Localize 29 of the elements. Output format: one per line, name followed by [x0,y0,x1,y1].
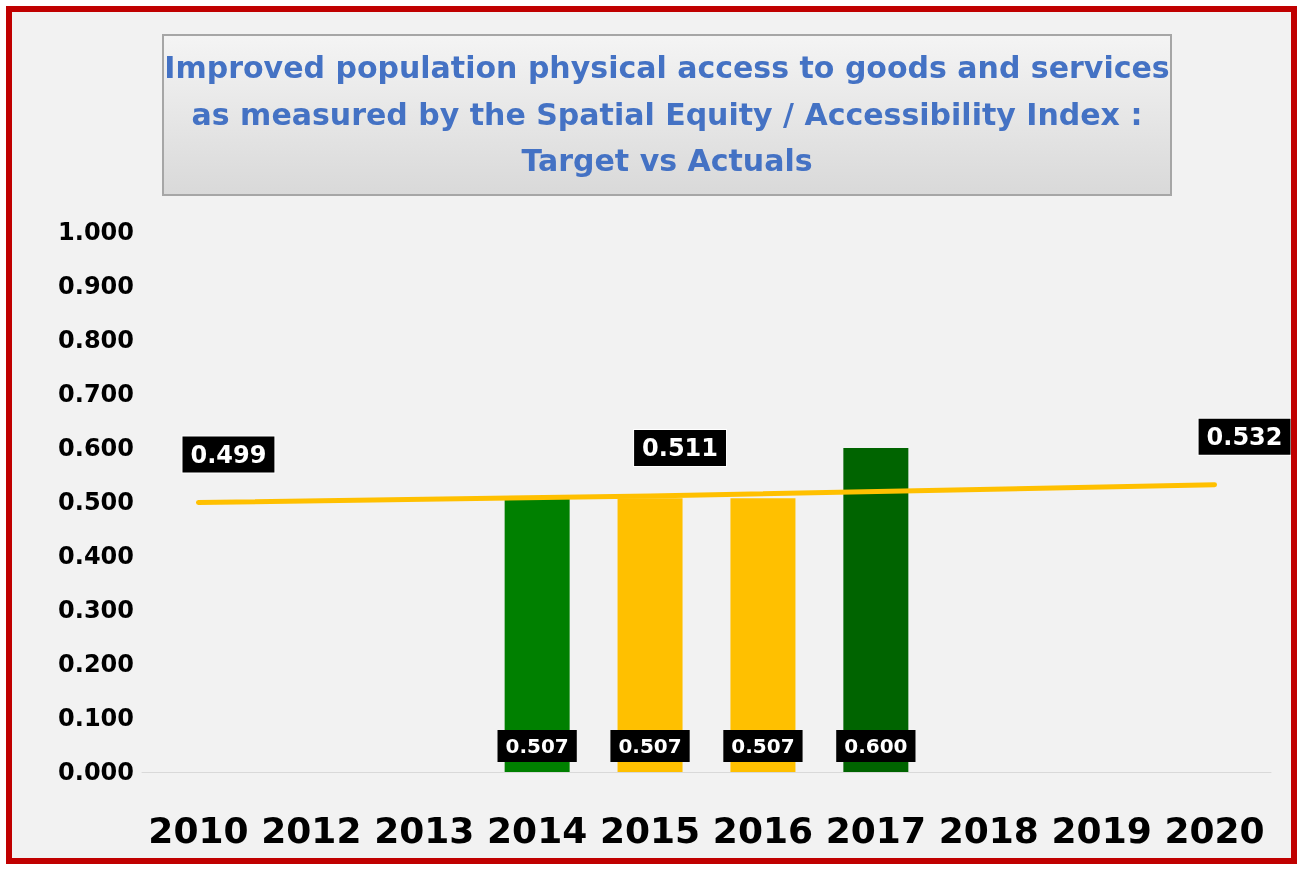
data-label: 0.507 [505,734,569,758]
x-tick-label: 2010 [148,809,249,851]
x-tick-label: 2015 [599,809,701,851]
x-tick-label: 2020 [1164,809,1265,851]
x-tick-label: 2017 [825,809,926,851]
y-tick-label: 0.600 [58,434,134,462]
data-label: 0.600 [844,734,908,758]
data-label: 0.532 [1206,422,1283,451]
y-tick-label: 0.500 [58,488,134,516]
x-tick-label: 2014 [487,809,588,851]
y-tick-label: 0.400 [58,542,134,570]
data-label: 0.507 [731,734,795,758]
x-tick-label: 2012 [261,809,362,851]
x-tick-label: 2018 [938,809,1039,851]
y-tick-label: 0.800 [58,326,134,354]
x-tick-label: 2013 [374,809,475,851]
y-tick-label: 0.100 [58,704,134,732]
x-tick-label: 2016 [712,809,814,851]
y-tick-label: 0.700 [58,380,134,408]
y-tick-label: 0.200 [58,650,134,678]
data-label: 0.511 [642,434,719,463]
data-label: 0.499 [190,440,267,469]
x-tick-label: 2019 [1051,809,1152,851]
y-tick-label: 0.300 [58,596,134,624]
chart-title: Improved population physical access to goods and services as measured by the Spatial Equity / Accessibility Index : Target vs Actuals [162,34,1172,196]
y-tick-label: 0.000 [58,758,134,786]
y-tick-label: 0.900 [58,272,134,300]
data-label: 0.507 [618,734,682,758]
y-tick-label: 1.000 [58,218,134,246]
